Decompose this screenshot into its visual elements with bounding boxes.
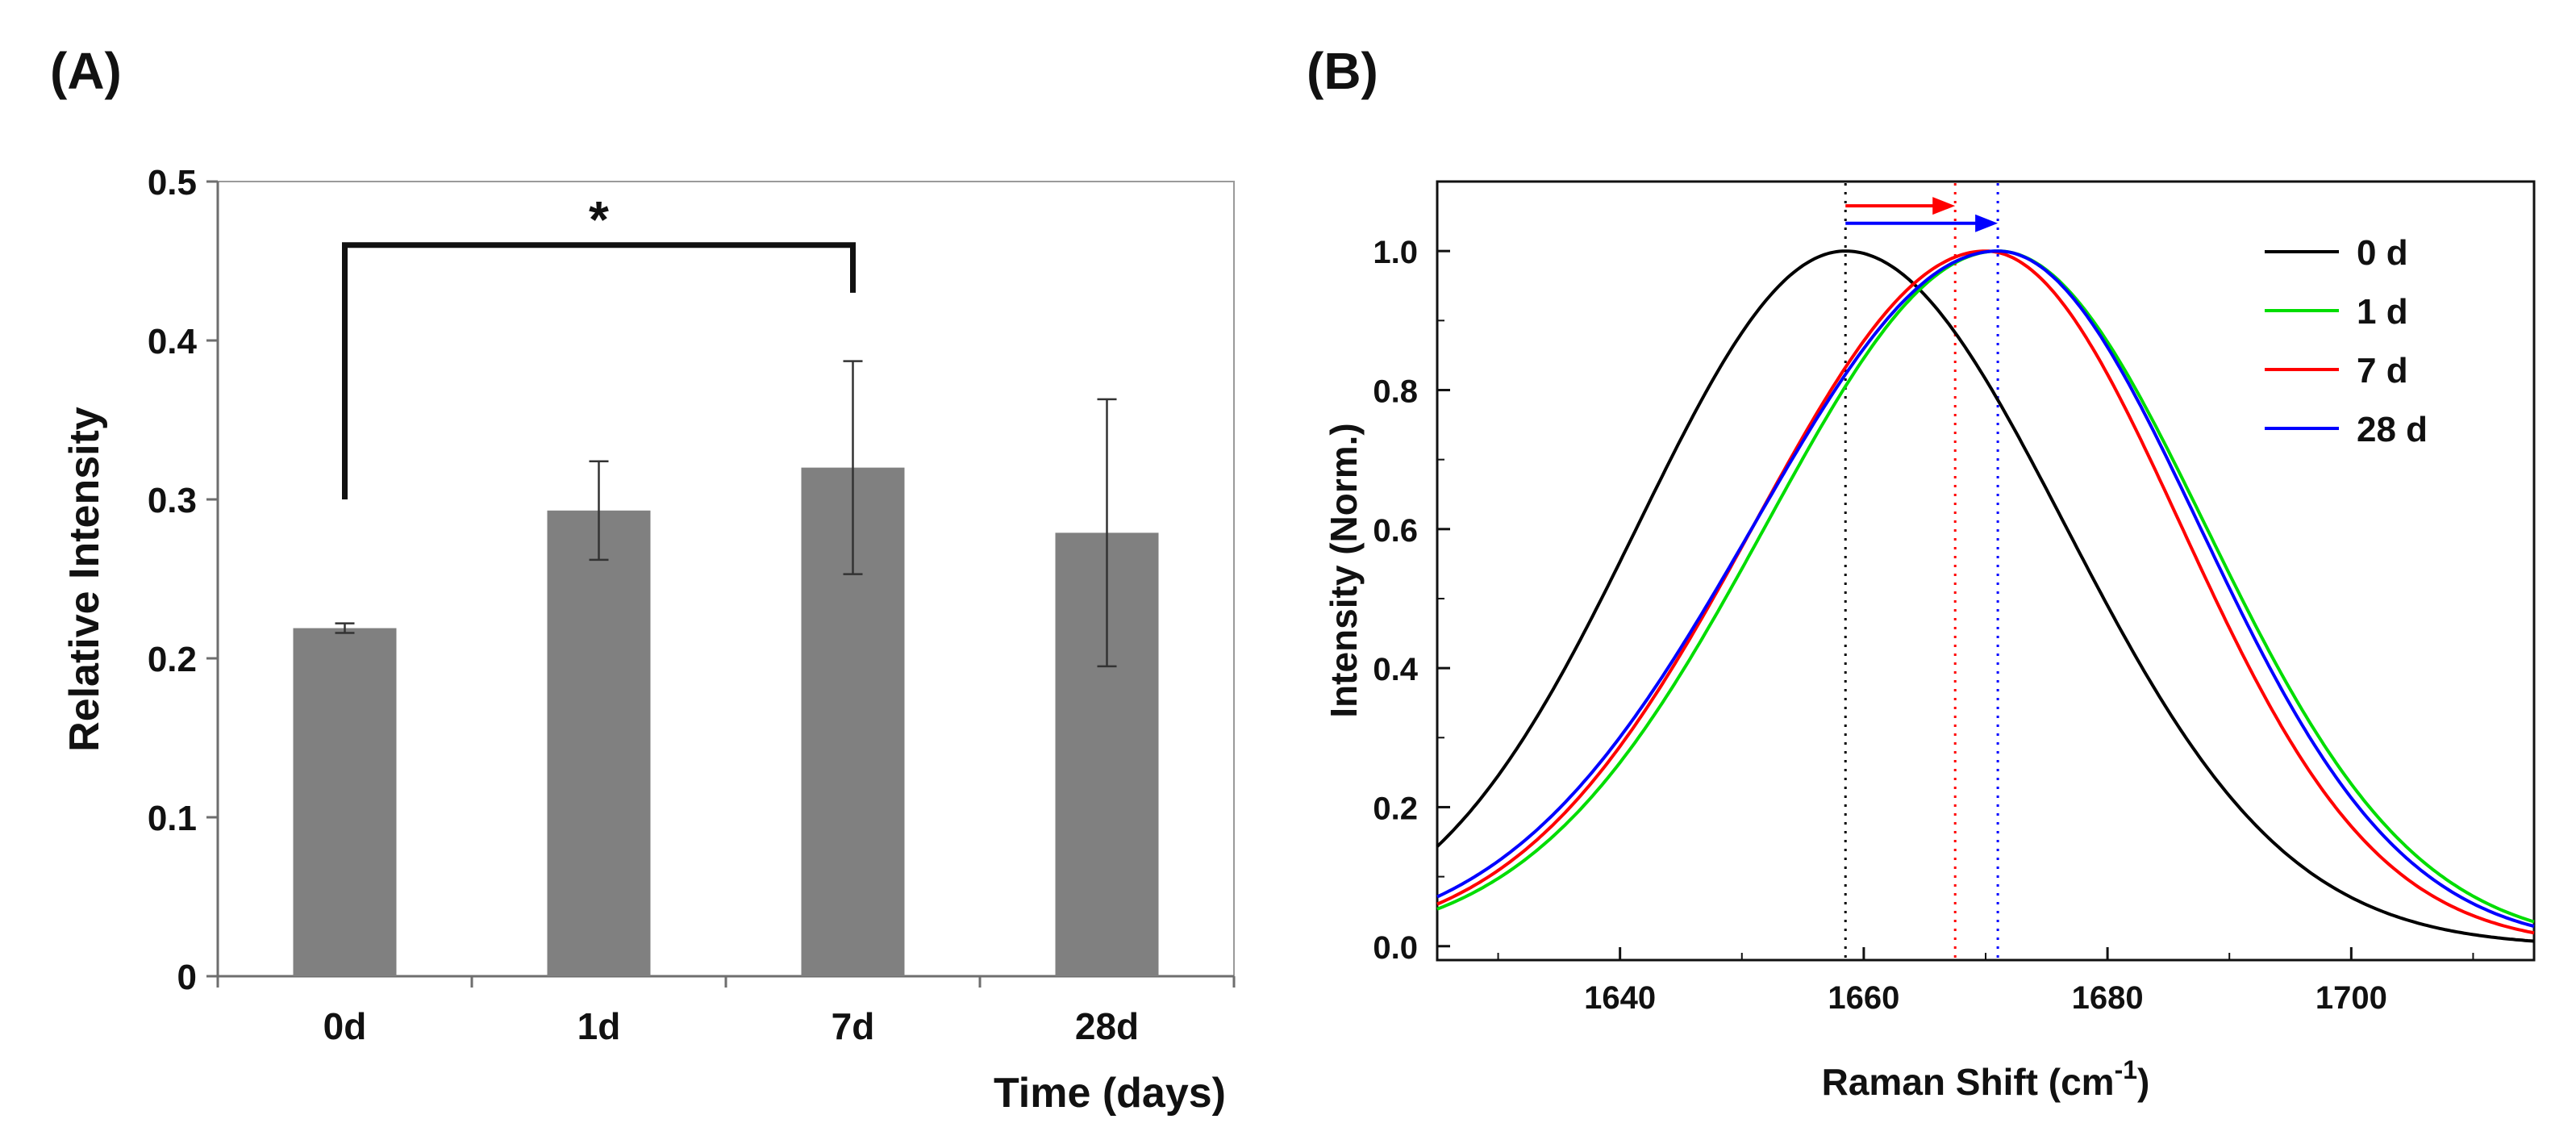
line-y-axis-label: Intensity (Norm.): [1323, 423, 1365, 717]
bar-y-tick-label: 0.4: [148, 322, 198, 361]
line-x-tick-label: 1660: [1828, 980, 1899, 1016]
bar-x-axis-label: Time (days): [994, 1070, 1226, 1117]
line-y-ticks: 0.0 0.2 0.4 0.6 0.8 1.0: [1373, 235, 1450, 966]
spectrum-line: [1436, 249, 2535, 929]
line-x-tick-label: 1700: [2315, 980, 2387, 1016]
bar-chart: 0 0.1 0.2 0.3 0.4 0.5 0d 1d 7d 28d * Time (days)…: [61, 163, 1236, 1117]
shift-arrows: [1845, 197, 1999, 232]
line-x-tick-label: 1640: [1584, 980, 1656, 1016]
line-y-tick-label: 1.0: [1373, 235, 1418, 270]
shift-arrow-head: [1932, 197, 1956, 215]
bar-y-tick-label: 0.1: [148, 799, 197, 838]
bar-y-tick-label: 0: [177, 958, 197, 997]
bar-y-tick-label: 0.5: [148, 163, 197, 203]
line-x-axis-label: Raman Shift (cm-1): [1822, 1055, 2150, 1103]
spectrum-line: [1436, 249, 2535, 943]
bar-x-tick-label: 28d: [1075, 1005, 1139, 1047]
significance-line: [342, 242, 856, 499]
line-y-tick-label: 0.8: [1373, 374, 1418, 409]
panel-b-label: (B): [1307, 42, 1378, 100]
spectra: [1436, 249, 2535, 943]
legend-label: 7 d: [2357, 351, 2408, 390]
bar-y-axis-label: Relative Intensity: [61, 407, 108, 752]
legend-label: 1 d: [2357, 292, 2408, 332]
bar-y-tick-label: 0.3: [148, 481, 197, 520]
bar-y-tick-label: 0.2: [148, 640, 197, 679]
line-y-tick-label: 0.6: [1373, 513, 1418, 549]
legend-label: 28 d: [2357, 410, 2428, 449]
line-y-tick-label: 0.0: [1373, 930, 1418, 966]
significance-bracket: *: [342, 190, 856, 499]
line-x-ticks: 1640 1660 1680 1700: [1497, 947, 2474, 1016]
bar: [293, 628, 397, 976]
bar: [547, 510, 651, 976]
bar-x-ticks: 0d 1d 7d 28d: [216, 976, 1236, 1047]
bar-y-ticks: 0 0.1 0.2 0.3 0.4 0.5: [148, 163, 218, 997]
line-x-tick-label: 1680: [2072, 980, 2144, 1016]
bars: [293, 360, 1159, 976]
significance-star: *: [589, 190, 609, 248]
shift-arrow-head: [1975, 214, 1999, 232]
line-y-tick-label: 0.4: [1373, 652, 1418, 687]
line-chart: 0.0 0.2 0.4 0.6 0.8 1.0 1640 1660 1680 1700 0 d 1…: [1323, 180, 2536, 1103]
peak-markers: [1844, 183, 1999, 958]
line-y-tick-label: 0.2: [1373, 791, 1418, 826]
panel-a-label: (A): [50, 42, 122, 100]
legend: 0 d 1 d 7 d 28 d: [2265, 233, 2428, 449]
legend-label: 0 d: [2357, 233, 2408, 273]
bar-x-tick-label: 7d: [832, 1005, 875, 1047]
bar-x-tick-label: 0d: [323, 1005, 367, 1047]
bar-x-tick-label: 1d: [577, 1005, 621, 1047]
